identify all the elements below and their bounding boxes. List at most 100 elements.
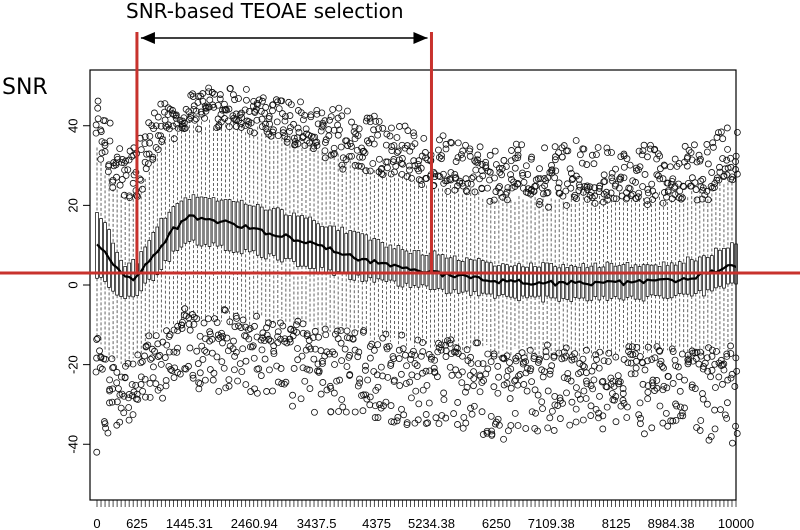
x-tick-label: 7109.38 <box>528 516 575 530</box>
outlier-point <box>363 137 371 145</box>
outlier-point <box>548 362 556 370</box>
outlier-point <box>287 326 294 333</box>
outlier-point <box>333 377 341 385</box>
outlier-point <box>403 421 411 428</box>
box <box>485 199 489 346</box>
outlier-point <box>213 124 221 132</box>
outlier-point <box>413 362 421 369</box>
box <box>481 198 485 347</box>
outlier-point <box>215 388 223 395</box>
outlier-point <box>106 399 113 407</box>
outlier-point <box>283 138 291 146</box>
outlier-point <box>141 133 149 141</box>
outlier-point <box>345 153 353 160</box>
outlier-point <box>507 171 514 179</box>
outlier-point <box>106 137 114 145</box>
box <box>376 168 381 339</box>
outlier-point <box>290 134 298 142</box>
outlier-point <box>563 180 571 188</box>
box-iqr <box>485 261 489 295</box>
outlier-point <box>338 161 346 169</box>
box <box>195 123 200 318</box>
outlier-point <box>289 402 296 410</box>
outlier-point <box>352 130 360 138</box>
outlier-point <box>471 188 479 196</box>
outlier-point <box>705 344 712 352</box>
outlier-point <box>318 109 326 117</box>
outlier-point <box>146 139 153 147</box>
outlier-point <box>727 175 735 183</box>
outlier-point <box>522 188 530 196</box>
outlier-point <box>338 357 346 365</box>
outlier-point <box>498 165 506 172</box>
outlier-point <box>224 347 232 355</box>
outlier-point <box>463 188 471 196</box>
outlier-point <box>583 346 590 354</box>
outlier-point <box>639 380 647 388</box>
outlier-point <box>511 409 519 417</box>
box <box>123 192 127 368</box>
outlier-point <box>534 359 542 366</box>
outlier-point <box>424 419 432 427</box>
box-iqr <box>625 262 630 298</box>
outlier-point <box>594 144 602 151</box>
outlier-point <box>173 348 181 356</box>
box-iqr <box>231 201 236 253</box>
box <box>529 195 533 352</box>
outlier-point <box>273 118 281 126</box>
outlier-point <box>423 382 431 389</box>
outlier-point <box>520 381 528 388</box>
outlier-point <box>447 169 455 176</box>
box <box>597 196 602 349</box>
outlier-point <box>641 430 648 438</box>
outlier-point <box>536 198 544 205</box>
outlier-point <box>239 316 247 324</box>
box <box>356 161 360 332</box>
outlier-point <box>298 352 306 360</box>
outlier-point <box>528 378 536 385</box>
outlier-point <box>162 377 170 384</box>
outlier-point <box>522 369 530 377</box>
outlier-point <box>112 161 120 169</box>
outlier-point <box>291 141 299 148</box>
outlier-point <box>713 176 721 184</box>
outlier-point <box>286 338 294 346</box>
outlier-point <box>619 396 627 404</box>
outlier-point <box>573 195 580 203</box>
outlier-point <box>442 341 450 349</box>
outlier-point <box>598 378 606 386</box>
outlier-point <box>635 189 643 197</box>
outlier-point <box>675 373 683 381</box>
outlier-point <box>446 339 454 347</box>
outlier-point <box>295 128 303 136</box>
outlier-point <box>607 189 615 197</box>
outlier-point <box>335 408 342 415</box>
outlier-point <box>176 370 184 378</box>
outlier-point <box>733 128 741 136</box>
outlier-point <box>539 373 547 381</box>
outlier-point <box>576 151 584 159</box>
outlier-point <box>278 380 286 387</box>
outlier-point <box>161 100 169 108</box>
box-iqr <box>376 239 381 280</box>
outlier-point <box>92 121 100 129</box>
outlier-point <box>92 129 100 137</box>
outlier-point <box>309 134 317 141</box>
outlier-point <box>262 120 269 128</box>
outlier-point <box>178 325 186 332</box>
outlier-point <box>291 141 298 149</box>
outlier-point <box>514 151 522 159</box>
outlier-point <box>556 394 564 402</box>
outlier-point <box>587 382 595 389</box>
outlier-point <box>169 106 176 114</box>
outlier-point <box>664 422 672 430</box>
box-iqr <box>388 244 393 281</box>
outlier-point <box>195 379 203 387</box>
box-iqr <box>637 266 642 300</box>
outlier-point <box>551 174 559 182</box>
outlier-point <box>463 346 471 354</box>
outlier-point <box>452 366 460 374</box>
outlier-point <box>390 418 398 426</box>
outlier-point <box>277 365 285 372</box>
